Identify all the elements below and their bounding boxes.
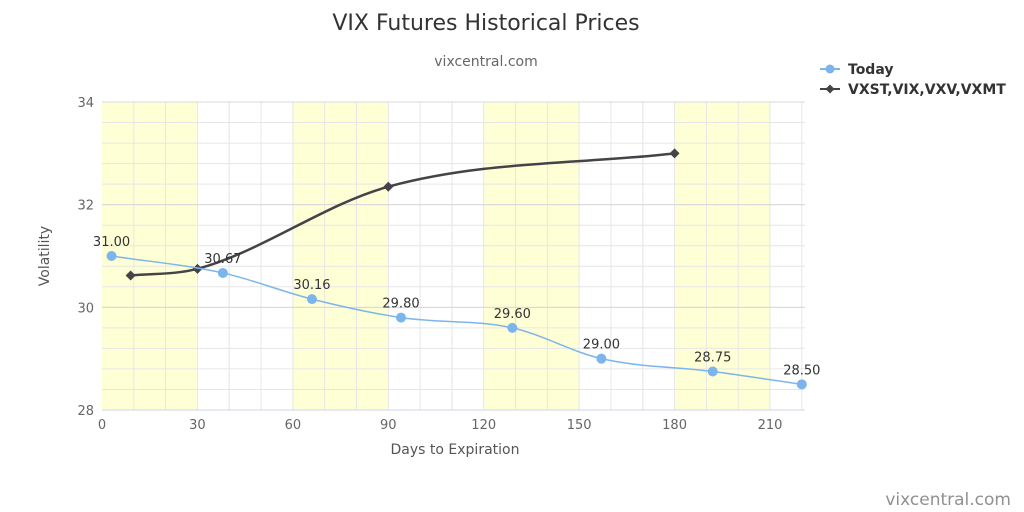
x-tick-label: 150	[567, 418, 592, 433]
data-point[interactable]	[796, 379, 807, 390]
legend-marker	[825, 84, 835, 94]
data-point[interactable]	[383, 181, 394, 192]
credit-text[interactable]: vixcentral.com	[885, 490, 1011, 510]
x-tick-label: 60	[285, 418, 302, 433]
grid	[102, 101, 805, 411]
series-line	[130, 152, 675, 277]
data-point[interactable]	[396, 312, 407, 323]
x-tick-label: 90	[380, 418, 397, 433]
shaded-bands	[102, 102, 771, 410]
legend-item[interactable]: VXST,VIX,VXV,VXMT	[820, 82, 1006, 98]
data-label: 28.75	[694, 351, 731, 366]
series-1	[125, 148, 680, 281]
x-tick-label: 0	[98, 418, 106, 433]
data-point[interactable]	[106, 251, 117, 261]
legend-marker	[825, 64, 835, 74]
x-tick-label: 180	[662, 418, 687, 433]
x-tick-label: 120	[471, 418, 496, 433]
legend-label: VXST,VIX,VXV,VXMT	[848, 82, 1006, 98]
y-axis-title: Volatility	[37, 226, 53, 286]
data-label: 28.50	[783, 363, 820, 378]
data-label: 29.00	[583, 338, 620, 353]
data-point[interactable]	[596, 353, 607, 364]
data-label: 30.16	[293, 278, 330, 293]
x-axis-title: Days to Expiration	[391, 442, 520, 458]
legend: Today VXST,VIX,VXV,VXMT	[820, 62, 1006, 98]
data-label: 30.67	[204, 252, 241, 267]
axes: 0 30 60 90 120 150 180 210 28 30 32 34	[77, 96, 805, 433]
series-0	[106, 251, 807, 390]
chart-title: VIX Futures Historical Prices	[332, 11, 639, 36]
y-tick-label: 28	[77, 404, 94, 419]
chart-subtitle: vixcentral.com	[434, 54, 537, 70]
shaded-band-0	[102, 102, 198, 410]
y-tick-label: 32	[77, 199, 94, 214]
y-tick-label: 34	[77, 96, 94, 111]
data-label: 29.80	[382, 297, 419, 312]
data-point[interactable]	[306, 294, 317, 305]
legend-label: Today	[848, 62, 893, 78]
data-point[interactable]	[507, 322, 518, 333]
x-tick-label: 210	[758, 418, 783, 433]
data-point[interactable]	[125, 270, 136, 281]
data-point[interactable]	[217, 267, 228, 278]
shaded-band-2	[483, 102, 580, 410]
data-label: 31.00	[93, 235, 130, 250]
series	[106, 148, 807, 390]
legend-item[interactable]: Today	[820, 62, 893, 78]
shaded-band-3	[674, 102, 771, 410]
x-tick-label: 30	[189, 418, 206, 433]
y-tick-label: 30	[77, 301, 94, 316]
shaded-band-1	[292, 102, 389, 410]
data-point[interactable]	[669, 148, 680, 159]
data-label: 29.60	[494, 307, 531, 322]
data-point[interactable]	[707, 366, 718, 377]
data-labels: 31.00 30.67 30.16 29.80 29.60 29.00 28.75 28.50	[93, 235, 820, 378]
